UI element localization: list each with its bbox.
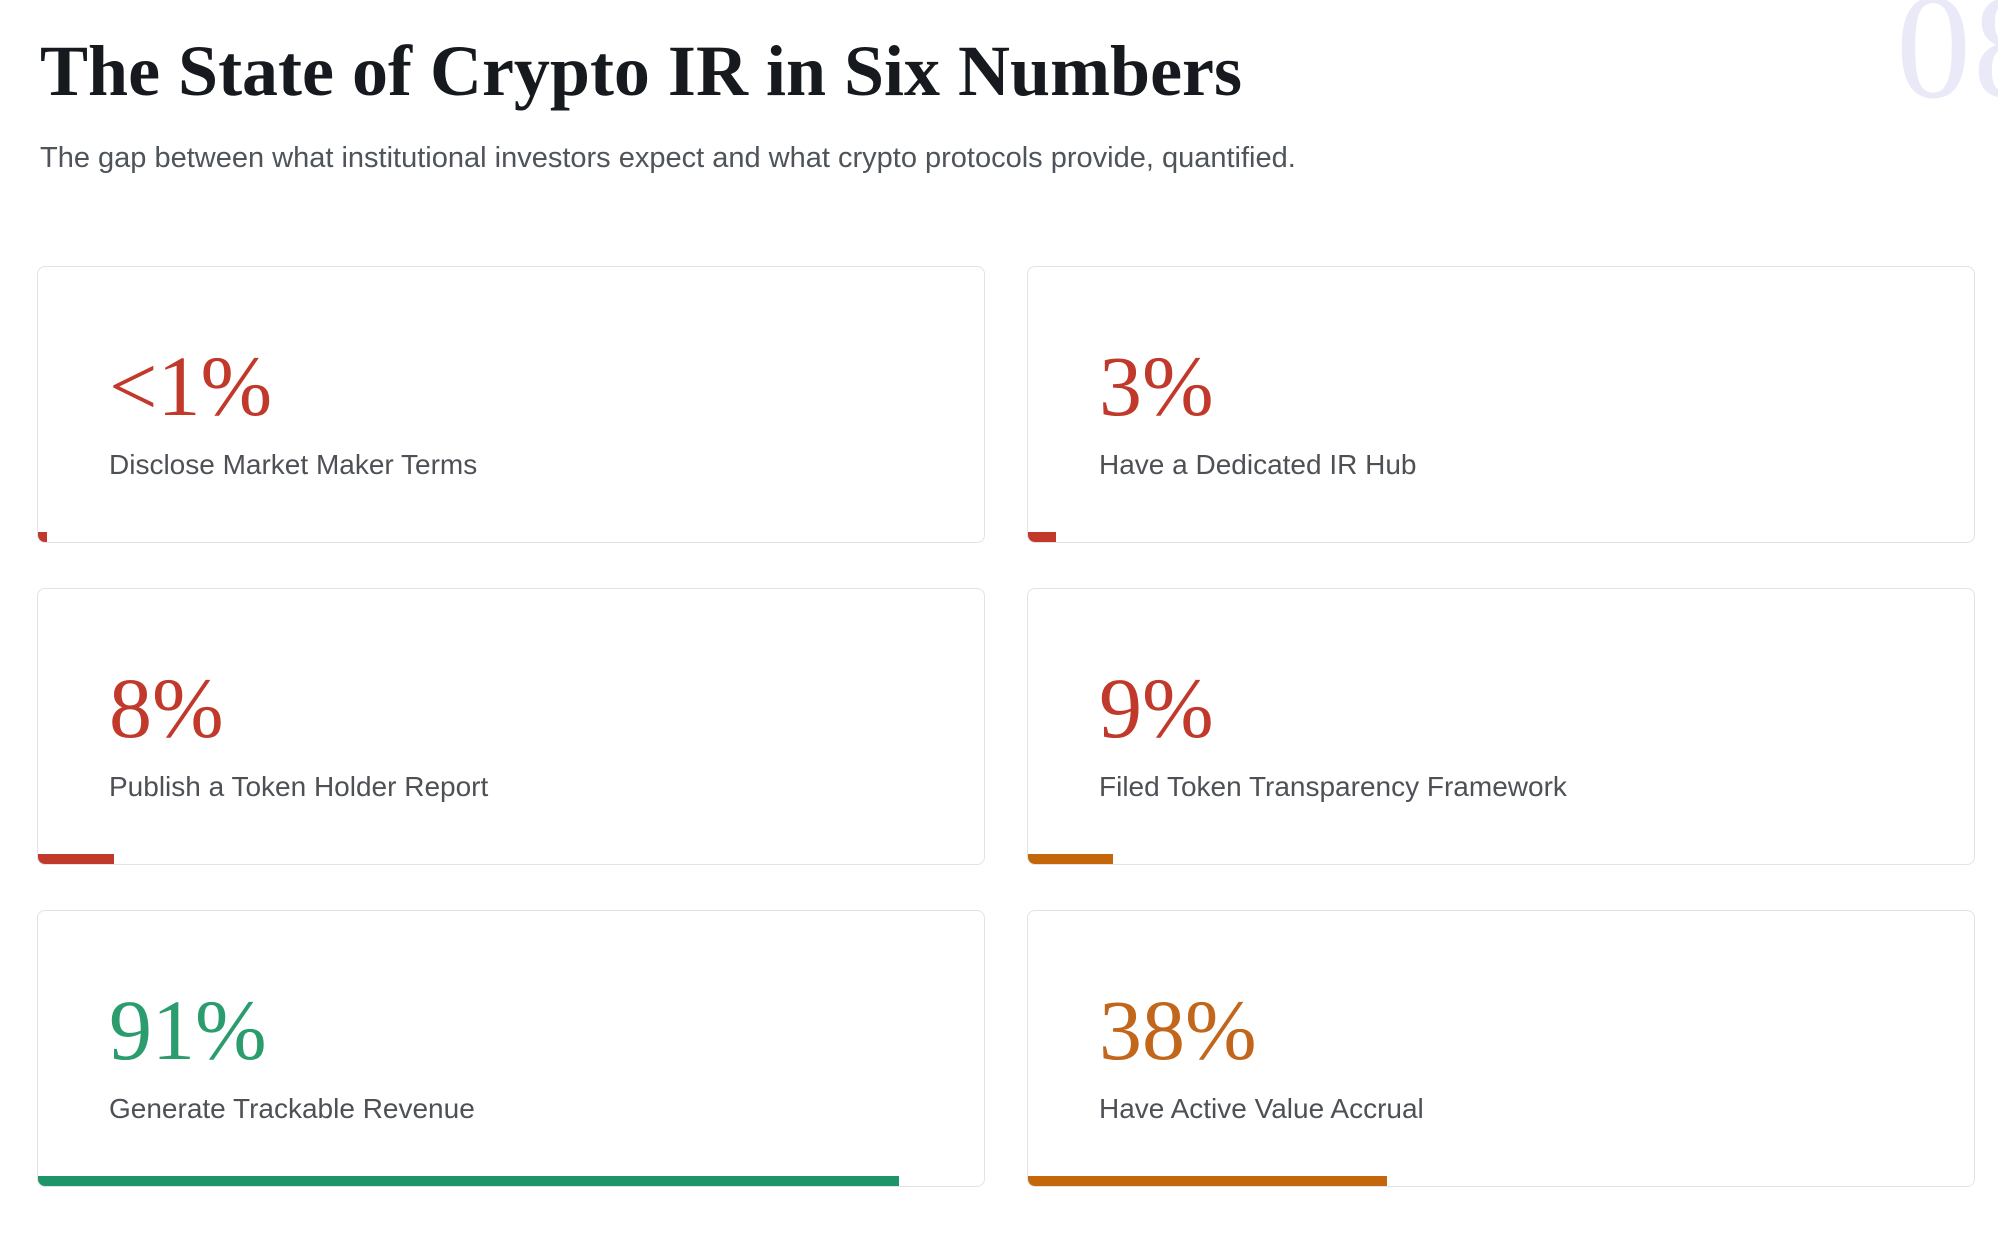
stat-value: <1% [109,337,273,434]
stat-label: Have Active Value Accrual [1099,1092,1424,1124]
stat-progress-bar [38,853,114,864]
stat-value: 8% [109,659,224,756]
stat-progress-bar [38,1175,899,1186]
stat-label: Generate Trackable Revenue [109,1092,475,1124]
stat-value: 38% [1099,981,1257,1078]
stat-card-ir-hub: 3% Have a Dedicated IR Hub [1027,265,1975,543]
stat-card-value-accrual: 38% Have Active Value Accrual [1027,909,1975,1187]
stat-value: 9% [1099,659,1214,756]
stat-label: Have a Dedicated IR Hub [1099,448,1417,480]
stat-card-market-maker-terms: <1% Disclose Market Maker Terms [37,265,985,543]
stat-progress-bar [1028,531,1057,542]
stat-value: 91% [109,981,267,1078]
page-subtitle: The gap between what institutional inves… [40,141,1296,174]
stat-card-trackable-revenue: 91% Generate Trackable Revenue [37,909,985,1187]
stat-progress-bar [38,531,48,542]
stat-card-token-holder-report: 8% Publish a Token Holder Report [37,587,985,865]
page-number-watermark: 08 [1896,0,1998,130]
stats-grid: <1% Disclose Market Maker Terms 3% Have … [37,265,1975,1187]
page-title: The State of Crypto IR in Six Numbers [40,31,1243,111]
stat-label: Filed Token Transparency Framework [1099,770,1567,802]
stat-progress-bar [1028,1175,1388,1186]
page-header: The State of Crypto IR in Six Numbers Th… [37,30,1975,178]
stat-card-transparency-framework: 9% Filed Token Transparency Framework [1027,587,1975,865]
stat-label: Publish a Token Holder Report [109,770,489,802]
stat-value: 3% [1099,337,1214,434]
stat-label: Disclose Market Maker Terms [109,448,478,480]
stat-progress-bar [1028,853,1114,864]
